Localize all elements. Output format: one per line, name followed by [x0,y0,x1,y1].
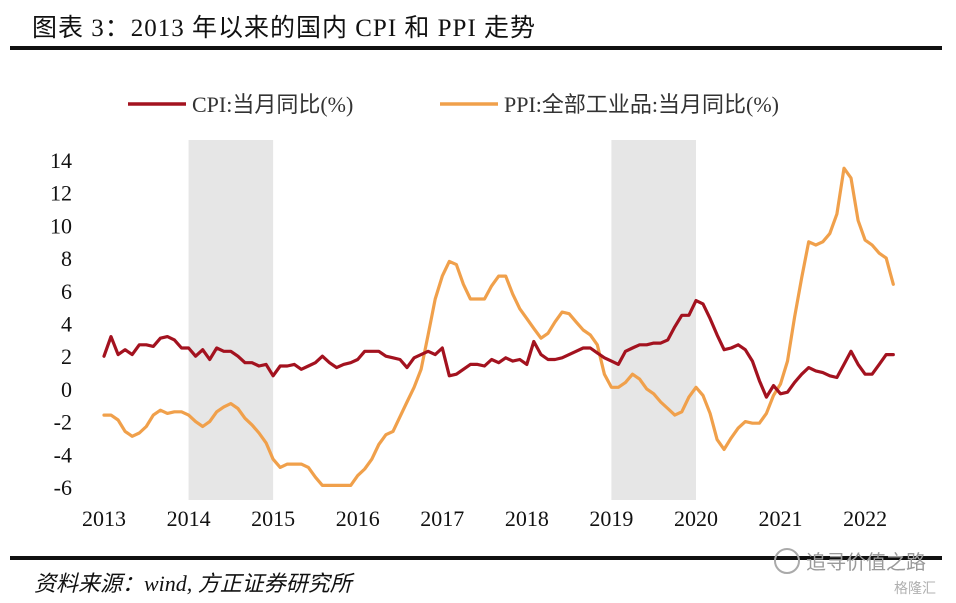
y-tick-label: -4 [54,442,72,467]
x-tick-label: 2013 [82,506,126,531]
watermark-sub: 格隆汇 [894,581,936,597]
x-tick-label: 2020 [674,506,718,531]
top-rule [10,46,942,50]
y-tick-label: 4 [61,312,72,337]
ppi-line [102,166,895,487]
y-tick-label: -2 [54,410,72,435]
x-tick-label: 2022 [843,506,887,531]
cpi-line [102,299,895,399]
y-tick-label: 6 [61,279,72,304]
x-tick-label: 2018 [505,506,549,531]
watermark-text: 追寻价值之路 [806,550,926,574]
y-tick-label: 10 [50,213,72,238]
y-tick-label: 2 [61,344,72,369]
figure-title: 图表 3：2013 年以来的国内 CPI 和 PPI 走势 [32,15,537,42]
x-tick-label: 2015 [251,506,295,531]
x-tick-label: 2019 [589,506,633,531]
wechat-icon [774,547,800,574]
x-tick-label: 2014 [167,506,211,531]
shaded-period-1 [611,140,696,500]
y-tick-label: 14 [50,148,72,173]
x-tick-label: 2017 [420,506,464,531]
y-tick-label: 12 [50,181,72,206]
shaded-period-0 [188,140,274,500]
legend-cpi-label: CPI:当月同比(%) [192,92,353,117]
line-chart: 14 12 10 8 6 4 2 0 -2 -4 -6 2013 2014 2015 2016 2017 201… [50,92,895,531]
bottom-rule [10,556,942,560]
y-tick-label: -6 [54,475,72,500]
x-tick-label: 2021 [759,506,803,531]
y-tick-label: 8 [61,246,72,271]
source-note: 资料来源：wind, 方正证券研究所 [34,571,352,596]
y-tick-label: 0 [61,377,72,402]
x-tick-label: 2016 [336,506,380,531]
watermark: 追寻价值之路 [774,546,926,575]
legend-ppi-label: PPI:全部工业品:当月同比(%) [504,92,779,117]
